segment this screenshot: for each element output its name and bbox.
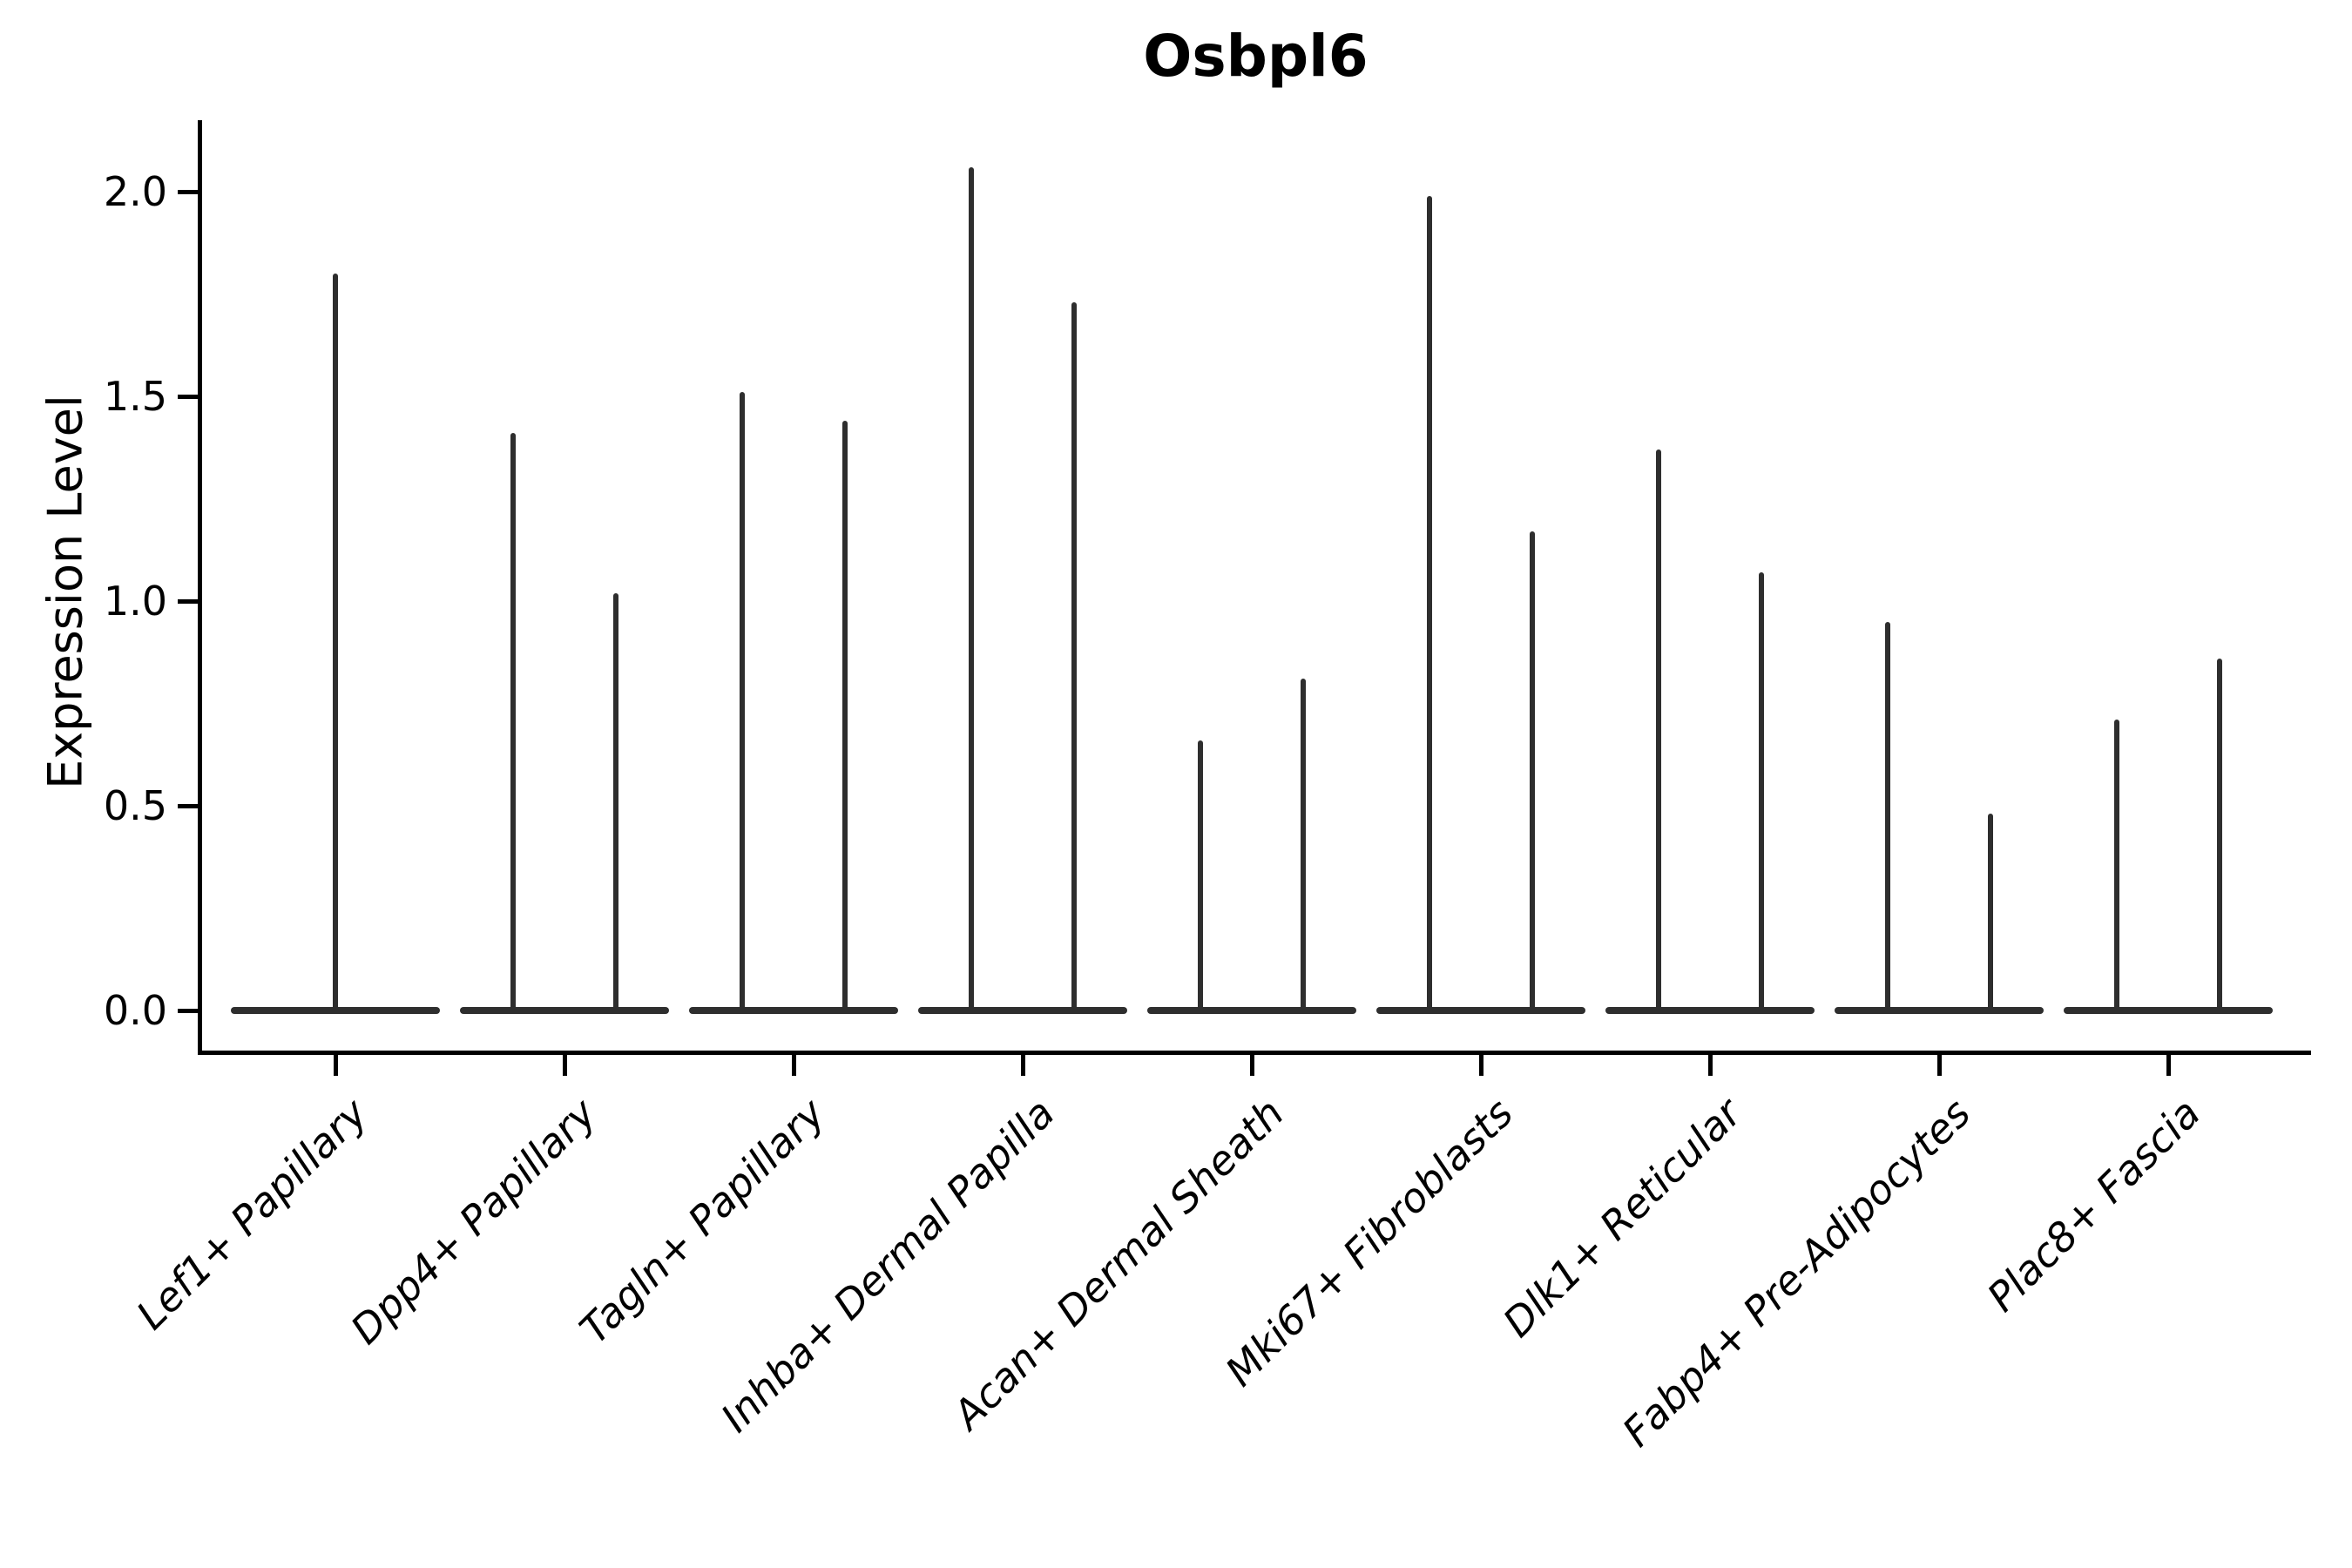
x-tick-label-text: Dpp4+ Papillary [341, 1089, 605, 1354]
violin-body [1147, 1007, 1356, 1014]
violin-body [460, 1007, 669, 1014]
violin-spike [969, 166, 974, 1014]
x-tick-label-text: Dlk1+ Reticular [1494, 1089, 1751, 1347]
violin-spike [1530, 531, 1535, 1014]
x-tick [333, 1055, 338, 1076]
x-tick-label-text: Plac8+ Fascia [1977, 1089, 2209, 1321]
violin-spike [510, 433, 516, 1014]
x-tick [791, 1055, 796, 1076]
violin-body [1835, 1007, 2044, 1014]
x-tick [1478, 1055, 1484, 1076]
x-tick [2166, 1055, 2171, 1076]
violin-spike [1427, 195, 1432, 1014]
violin-body [1605, 1007, 1815, 1014]
violin-spike [740, 392, 745, 1014]
y-tick-label: 0.5 [103, 782, 167, 829]
violin-spike [2217, 658, 2222, 1014]
plot-title: Osbpl6 [1143, 23, 1369, 90]
violin-spike [1656, 449, 1661, 1014]
y-tick [178, 394, 200, 399]
y-axis-spine [198, 120, 202, 1055]
y-tick [178, 803, 200, 808]
x-tick [1249, 1055, 1254, 1076]
violin-spike [333, 274, 338, 1014]
violin-spike [1759, 572, 1764, 1014]
y-tick [178, 1008, 200, 1013]
y-tick-label: 1.5 [103, 373, 167, 420]
x-axis-spine [198, 1051, 2311, 1055]
y-tick-label: 1.0 [103, 578, 167, 625]
x-tick [1707, 1055, 1713, 1076]
x-tick [1020, 1055, 1025, 1076]
x-tick [562, 1055, 567, 1076]
violin-body [2064, 1007, 2273, 1014]
violin-spike [2114, 720, 2119, 1014]
x-tick-label-text: Lef1+ Papillary [126, 1089, 376, 1339]
violin-spike [1885, 621, 1890, 1014]
x-tick-label-text: Tagln+ Papillary [571, 1089, 835, 1353]
x-tick [1936, 1055, 1942, 1076]
violin-spike [1301, 679, 1306, 1014]
violin-spike [613, 592, 618, 1014]
y-tick-label: 2.0 [103, 168, 167, 215]
violin-spike [842, 421, 848, 1014]
y-tick [178, 189, 200, 194]
violin-body [918, 1007, 1127, 1014]
violin-body [689, 1007, 898, 1014]
violin-body [1376, 1007, 1585, 1014]
violin-spike [1071, 301, 1077, 1014]
violin-spike [1198, 740, 1203, 1014]
y-tick-label: 0.0 [103, 987, 167, 1034]
violin-spike [1988, 814, 1993, 1014]
y-tick [178, 598, 200, 604]
